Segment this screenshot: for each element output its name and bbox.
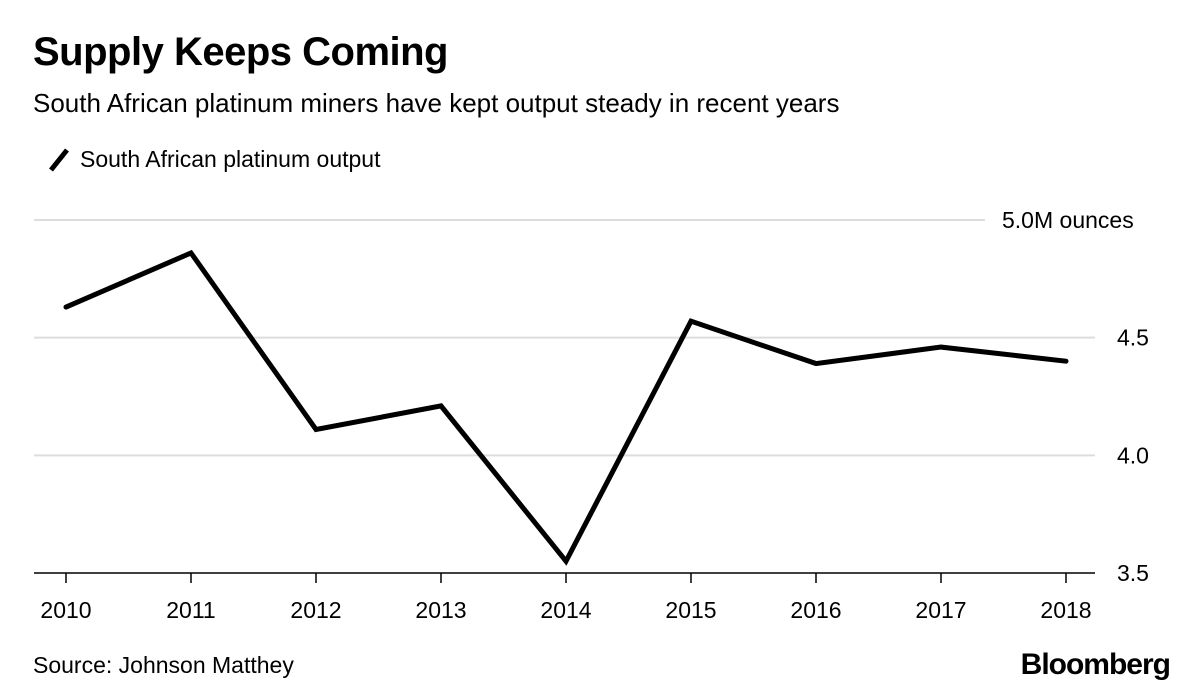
x-axis-labels: 2010 2011 2012 2013 2014 2015 2016 2017 2018 [40,597,1091,623]
x-axis [34,572,1095,583]
x-tick-label: 2010 [40,597,91,623]
source-note: Source: Johnson Matthey [33,652,294,678]
chart-title: Supply Keeps Coming [33,30,449,74]
x-tick-label: 2018 [1040,597,1091,623]
y-tick-label: 5.0M ounces [1002,207,1134,233]
x-tick-label: 2017 [915,597,966,623]
legend: South African platinum output [48,146,380,173]
chart-subtitle: South African platinum miners have kept … [33,88,840,118]
x-tick-label: 2013 [415,597,466,623]
bloomberg-logo: Bloomberg [1020,648,1171,681]
series [63,249,1069,566]
legend-line-icon [49,147,69,172]
x-tick-label: 2014 [540,597,591,623]
x-tick-label: 2012 [290,597,341,623]
legend-label: South African platinum output [80,146,381,172]
x-tick-label: 2016 [790,597,841,623]
gridlines [34,219,1095,457]
x-tick-label: 2015 [665,597,716,623]
y-axis-labels: 5.0M ounces 4.5 4.0 3.5 [1002,207,1149,586]
y-tick-label: 4.5 [1117,325,1149,351]
y-tick-label: 3.5 [1117,560,1149,586]
x-tick-label: 2011 [166,597,215,623]
y-tick-label: 4.0 [1117,442,1149,468]
series-line [63,249,1069,566]
